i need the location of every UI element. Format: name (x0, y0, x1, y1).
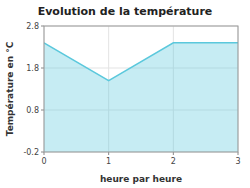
x-tick-label: 2 (171, 157, 176, 166)
x-tick-label: 0 (41, 157, 46, 166)
plot-background (44, 26, 238, 152)
y-tick-label: 0.8 (26, 106, 39, 115)
x-tick-label: 3 (235, 157, 240, 166)
y-tick-label: 2.8 (26, 22, 39, 31)
plot-frame (44, 26, 238, 152)
chart-container: -0.2 0.8 1.8 2.8 0 1 2 3 Evolution de la tempéra… (0, 0, 250, 188)
chart-title: Evolution de la température (38, 5, 213, 18)
grid (44, 26, 238, 152)
chart-svg: -0.2 0.8 1.8 2.8 0 1 2 3 Evolution de la tempéra… (0, 0, 250, 188)
y-axis-label: Température en °C (5, 41, 15, 136)
x-tick-label: 1 (106, 157, 111, 166)
x-axis-label: heure par heure (100, 174, 182, 184)
axes: -0.2 0.8 1.8 2.8 0 1 2 3 (23, 22, 240, 167)
line (44, 43, 238, 81)
area-fill (44, 43, 238, 152)
y-tick-label: -0.2 (23, 148, 39, 157)
y-tick-label: 1.8 (26, 64, 39, 73)
data-group (44, 43, 238, 152)
